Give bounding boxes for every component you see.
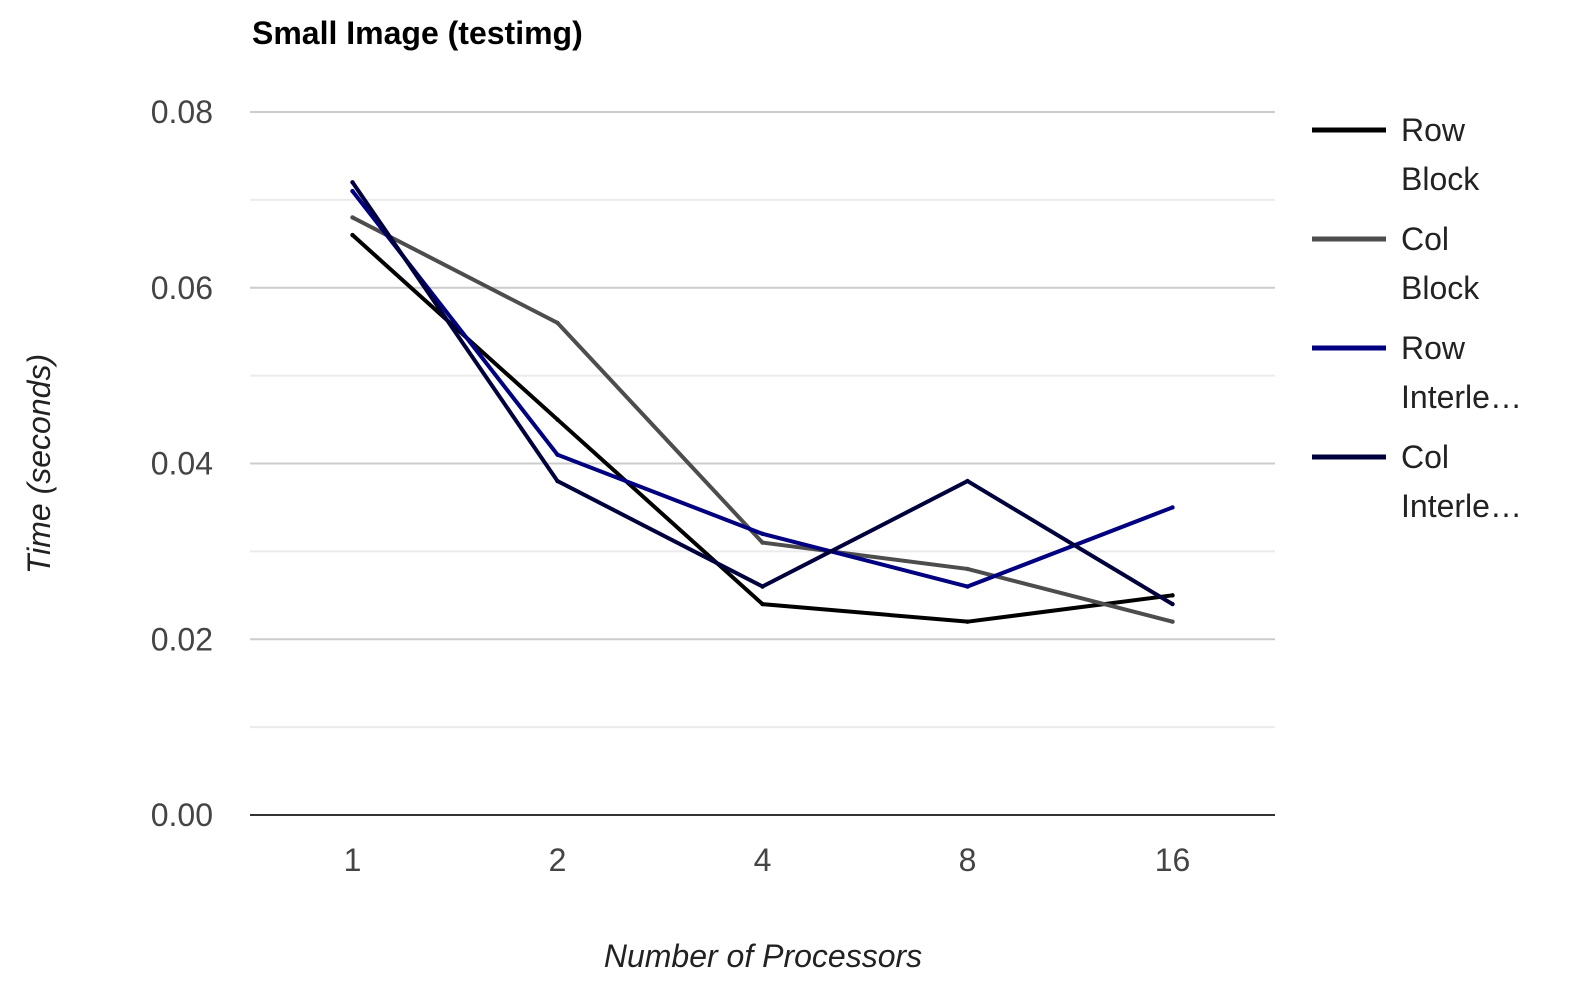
series-col-block: [350, 215, 1175, 624]
x-tick-label: 2: [549, 842, 567, 878]
x-tick-label: 4: [754, 842, 772, 878]
data-point: [760, 540, 765, 545]
y-tick-label: 0.02: [151, 621, 213, 657]
y-tick-label: 0.00: [151, 797, 213, 833]
series-col-interle: [350, 180, 1175, 607]
legend-item-col-block: Col Block: [1312, 221, 1480, 306]
data-point: [965, 584, 970, 589]
data-point: [555, 478, 560, 484]
data-point: [350, 180, 355, 185]
series-lines: [350, 180, 1175, 624]
legend-label: Row: [1401, 330, 1466, 366]
y-tick-label: 0.08: [151, 94, 213, 130]
y-axis-ticks: 0.00 0.02 0.04 0.06 0.08: [151, 94, 213, 833]
data-point: [1170, 593, 1175, 598]
legend-item-row-block: Row Block: [1312, 112, 1480, 197]
data-point: [350, 188, 355, 194]
data-point: [1170, 505, 1175, 510]
x-axis-title: Number of Processors: [604, 938, 922, 974]
data-point: [350, 215, 355, 220]
legend-item-col-interle: Col Interle…: [1312, 439, 1522, 524]
data-point: [965, 478, 970, 484]
data-point: [1170, 601, 1175, 607]
data-point: [760, 531, 765, 536]
chart-title: Small Image (testimg): [252, 15, 583, 51]
x-tick-label: 1: [344, 842, 362, 878]
data-point: [555, 320, 560, 326]
x-axis-ticks: 1 2 4 8 16: [344, 842, 1191, 878]
data-point: [760, 601, 765, 607]
y-tick-label: 0.06: [151, 270, 213, 306]
series-row-interle: [350, 188, 1175, 589]
series-line-row-block: [351, 233, 1173, 624]
data-point: [1170, 619, 1175, 624]
x-tick-label: 8: [959, 842, 977, 878]
y-axis-title: Time (seconds): [21, 354, 57, 574]
x-tick-label: 16: [1155, 842, 1191, 878]
y-tick-label: 0.04: [151, 446, 213, 482]
series-line-col-block: [351, 215, 1173, 624]
legend-label: Block: [1401, 161, 1480, 197]
legend-label: Row: [1401, 112, 1466, 148]
legend-label: Interle…: [1401, 379, 1522, 415]
legend: Row Block Col Block Row Interle… Col Interle…: [1312, 112, 1522, 524]
legend-label: Block: [1401, 270, 1480, 306]
data-point: [555, 452, 560, 457]
data-point: [760, 584, 765, 589]
data-point: [965, 566, 970, 572]
data-point: [555, 417, 560, 422]
series-line-row-interle: [350, 189, 1174, 589]
grid-lines: [250, 111, 1275, 729]
legend-label: Col: [1401, 439, 1449, 475]
series-row-block: [350, 232, 1175, 624]
legend-item-row-interle: Row Interle…: [1312, 330, 1522, 415]
data-point: [965, 619, 970, 624]
data-point: [350, 232, 355, 238]
legend-label: Interle…: [1401, 488, 1522, 524]
legend-label: Col: [1401, 221, 1449, 257]
